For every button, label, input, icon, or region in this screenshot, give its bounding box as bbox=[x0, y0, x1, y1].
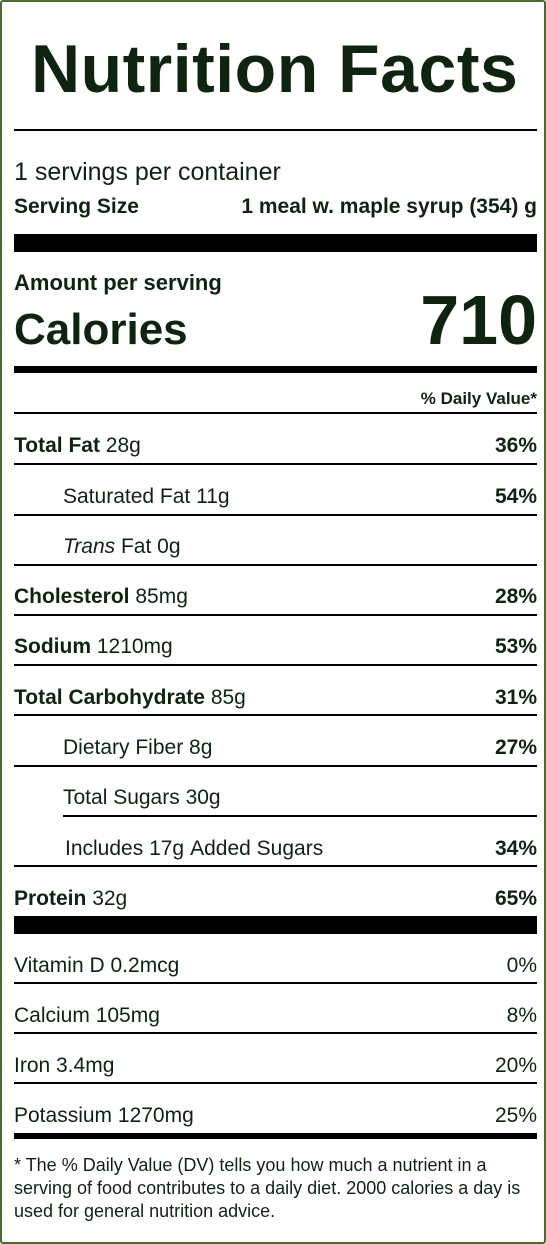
divider bbox=[14, 765, 537, 767]
sodium-row: Sodium 1210mg bbox=[14, 635, 173, 659]
vitamin-amount: 105mg bbox=[95, 1004, 160, 1027]
divider bbox=[14, 412, 537, 414]
sodium-dv: 53% bbox=[494, 635, 537, 658]
nutrient-amount: 8g bbox=[189, 736, 213, 759]
added-sugars-row: Includes 17g Added Sugars bbox=[65, 837, 323, 861]
total-carbohydrate-dv: 31% bbox=[494, 686, 537, 709]
divider bbox=[14, 463, 537, 465]
divider bbox=[14, 982, 537, 984]
vitamin-amount: 3.4mg bbox=[56, 1054, 115, 1077]
nutrient-name: Fat bbox=[120, 535, 152, 558]
iron-row: Iron 3.4mg bbox=[14, 1054, 114, 1078]
nutrient-name: Sodium bbox=[14, 635, 91, 658]
medium-divider bbox=[14, 366, 537, 373]
divider bbox=[14, 664, 537, 666]
vitamin-name: Potassium bbox=[14, 1104, 113, 1127]
nutrient-name: Total Fat bbox=[14, 434, 100, 457]
daily-value-footnote: * The % Daily Value (DV) tells you how m… bbox=[14, 1155, 521, 1221]
nutrient-amount: 17g bbox=[149, 837, 185, 860]
vitamin-d-row: Vitamin D 0.2mcg bbox=[14, 954, 179, 978]
vitamin-d-dv: 0% bbox=[506, 954, 537, 977]
indented-divider bbox=[63, 815, 537, 817]
added-sugars-prefix: Includes bbox=[65, 837, 144, 860]
nutrient-amount: 0g bbox=[157, 535, 181, 558]
thick-divider bbox=[14, 916, 537, 934]
nutrient-name: Protein bbox=[14, 887, 87, 910]
dietary-fiber-dv: 27% bbox=[494, 736, 537, 759]
divider bbox=[14, 564, 537, 566]
nutrient-amount: 32g bbox=[92, 887, 128, 910]
vitamin-name: Calcium bbox=[14, 1004, 90, 1027]
medium-divider bbox=[14, 1133, 537, 1139]
nutrient-amount: 85g bbox=[210, 686, 246, 709]
nutrient-name: Total Carbohydrate bbox=[14, 686, 205, 709]
total-carbohydrate-row: Total Carbohydrate 85g bbox=[14, 686, 246, 710]
added-sugars-dv: 34% bbox=[494, 837, 537, 860]
vitamin-name: Iron bbox=[14, 1054, 51, 1077]
vitamin-amount: 1270mg bbox=[117, 1104, 194, 1127]
thick-divider bbox=[14, 234, 537, 252]
nutrient-amount: 11g bbox=[196, 485, 230, 508]
calcium-dv: 8% bbox=[506, 1004, 537, 1027]
nutrient-name: Dietary Fiber bbox=[63, 736, 184, 759]
trans-fat-row: Trans Fat 0g bbox=[63, 535, 181, 559]
total-fat-row: Total Fat 28g bbox=[14, 434, 141, 458]
iron-dv: 20% bbox=[494, 1054, 537, 1077]
serving-size-value: 1 meal w. maple syrup (354) g bbox=[241, 195, 537, 218]
divider bbox=[14, 129, 537, 131]
amount-per-serving: Amount per serving bbox=[14, 270, 222, 295]
dietary-fiber-row: Dietary Fiber 8g bbox=[63, 736, 212, 760]
total-sugars-row: Total Sugars 30g bbox=[63, 786, 221, 810]
servings-per-container: 1 servings per container bbox=[14, 158, 281, 186]
divider bbox=[14, 1032, 537, 1034]
cholesterol-row: Cholesterol 85mg bbox=[14, 585, 188, 609]
divider bbox=[14, 514, 537, 516]
protein-row: Protein 32g bbox=[14, 887, 127, 911]
divider bbox=[14, 614, 537, 616]
potassium-row: Potassium 1270mg bbox=[14, 1104, 194, 1128]
nutrient-amount: 28g bbox=[105, 434, 141, 457]
nutrient-amount: 30g bbox=[185, 786, 221, 809]
potassium-dv: 25% bbox=[494, 1104, 537, 1127]
nutrient-name: Total Sugars bbox=[63, 786, 180, 809]
total-fat-dv: 36% bbox=[494, 434, 537, 457]
saturated-fat-dv: 54% bbox=[494, 485, 537, 508]
calories-value: 710 bbox=[420, 281, 537, 359]
daily-value-header: % Daily Value* bbox=[420, 389, 537, 408]
divider bbox=[14, 714, 537, 716]
cholesterol-dv: 28% bbox=[494, 585, 537, 608]
saturated-fat-row: Saturated Fat 11g bbox=[63, 485, 230, 509]
nutrient-amount: 1210mg bbox=[96, 635, 173, 658]
nutrient-name: Saturated Fat bbox=[63, 485, 191, 508]
nutrient-name: Cholesterol bbox=[14, 585, 130, 608]
nutrient-name-italic: Trans bbox=[63, 535, 116, 558]
calcium-row: Calcium 105mg bbox=[14, 1004, 160, 1028]
vitamin-amount: 0.2mcg bbox=[110, 954, 180, 977]
vitamin-name: Vitamin D bbox=[14, 954, 105, 977]
label-title: Nutrition Facts bbox=[31, 31, 519, 107]
nutrient-amount: 85mg bbox=[135, 585, 188, 608]
divider bbox=[14, 865, 537, 867]
divider bbox=[14, 1082, 537, 1084]
protein-dv: 65% bbox=[494, 887, 537, 910]
calories-label: Calories bbox=[14, 305, 188, 354]
serving-size-label: Serving Size bbox=[14, 195, 139, 218]
added-sugars-suffix: Added Sugars bbox=[190, 837, 324, 860]
